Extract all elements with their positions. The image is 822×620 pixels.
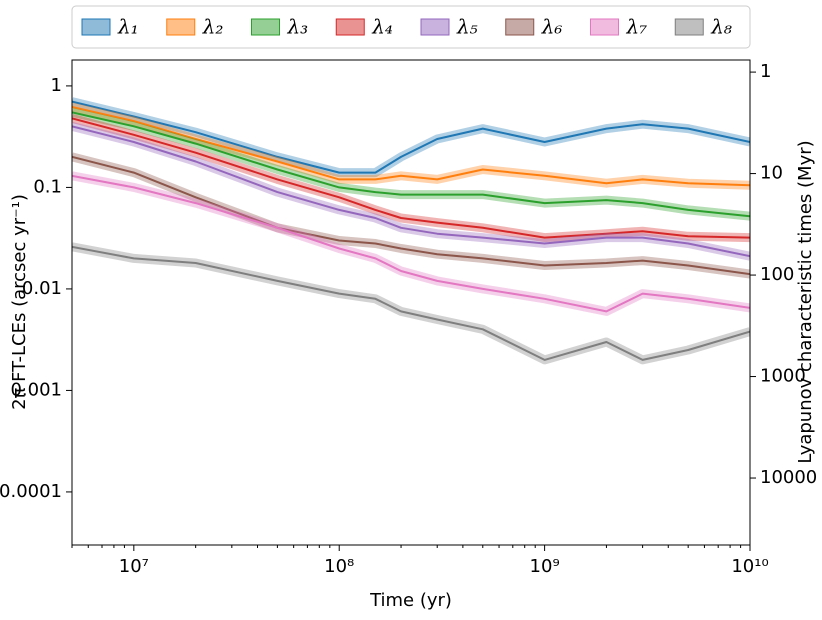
series-line — [72, 117, 750, 239]
y-tick-label: 1 — [51, 75, 62, 96]
y2-tick-label: 10000 — [760, 467, 817, 488]
y-tick-label: 0.001 — [10, 379, 62, 400]
series-line — [72, 174, 750, 313]
series-line — [72, 111, 750, 218]
legend-label: λ₃ — [287, 15, 309, 39]
legend-swatch — [590, 18, 619, 36]
y2-tick-label: 1000 — [760, 366, 806, 387]
legend-swatch — [674, 18, 704, 36]
x-tick-label: 10⁷ — [119, 556, 149, 577]
legend-swatch — [81, 18, 111, 36]
x-tick-label: 10⁸ — [324, 556, 354, 577]
legend-swatch — [420, 18, 450, 36]
y-tick-label: 0.01 — [22, 278, 62, 299]
legend-swatch — [335, 18, 365, 36]
legend-label: λ₅ — [456, 15, 478, 39]
legend-label: λ₈ — [710, 15, 732, 39]
legend-label: λ₄ — [371, 15, 393, 39]
series-line — [72, 100, 750, 174]
legend-label: λ₂ — [202, 15, 224, 39]
y2-tick-label: 10 — [760, 163, 783, 184]
series-line — [72, 245, 750, 361]
y2-axis-label: Lyapunov characteristic times (Myr) — [795, 140, 816, 463]
x-axis-label: Time (yr) — [369, 590, 452, 611]
y2-tick-label: 1 — [760, 61, 771, 82]
y2-tick-label: 100 — [760, 264, 794, 285]
x-tick-label: 10¹⁰ — [731, 556, 768, 577]
legend-swatch — [505, 18, 535, 36]
plot-frame — [71, 59, 751, 546]
legend-label: λ₆ — [541, 15, 563, 39]
series-line — [72, 106, 750, 187]
y-tick-label: 0.0001 — [0, 481, 62, 502]
x-tick-label: 10⁹ — [530, 556, 560, 577]
legend-label: λ₁ — [117, 15, 139, 39]
series-line — [72, 125, 750, 258]
legend-swatch — [166, 18, 196, 36]
legend-label: λ₇ — [626, 15, 648, 39]
y-axis-label: 2π FT-LCEs (arcsec yr⁻¹) — [9, 194, 30, 410]
y-tick-label: 0.1 — [33, 176, 62, 197]
series-line — [72, 155, 750, 276]
legend-box — [71, 5, 751, 49]
legend: λ₁ λ₂ λ₃ λ₄ λ₅ λ₆ λ₇ λ₈ — [71, 5, 751, 49]
legend-swatch — [251, 18, 280, 36]
